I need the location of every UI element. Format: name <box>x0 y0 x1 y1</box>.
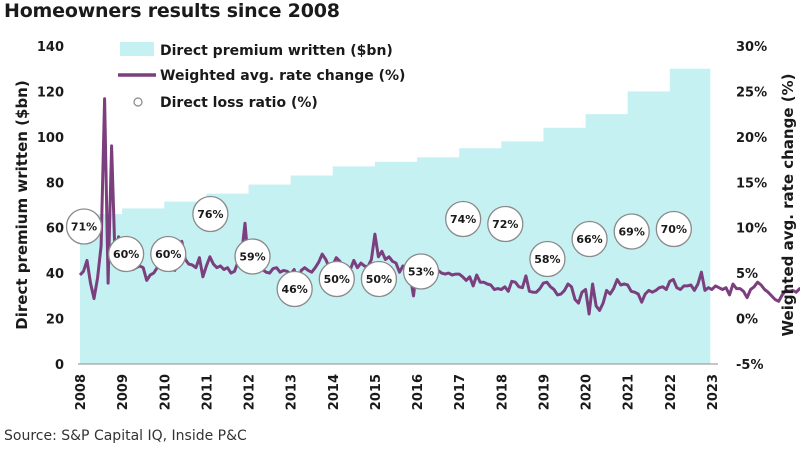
left-tick-label: 20 <box>46 313 64 328</box>
loss-ratio-circle <box>402 253 440 290</box>
loss-ratio-label: 69% <box>619 226 645 239</box>
loss-ratio-circle <box>192 195 229 233</box>
loss-ratio-bubble-2014: 50% <box>318 260 355 298</box>
legend-label-premium: Direct premium written ($bn) <box>160 43 393 59</box>
loss-ratio-label: 74% <box>450 213 476 226</box>
x-tick-label: 2022 <box>664 374 679 410</box>
source-note: Source: S&P Capital IQ, Inside P&C <box>4 428 247 444</box>
loss-ratio-bubbles-layer: 71% 60% 60% 76% 59% 46% 50% 50% 53% 74% 72% 58% 66% 6… <box>65 195 692 308</box>
x-tick-label: 2012 <box>243 374 258 410</box>
left-tick-label: 60 <box>46 222 64 237</box>
legend-swatch-area <box>120 42 154 56</box>
loss-ratio-bubble-2013: 46% <box>276 270 313 308</box>
right-tick-label: 15% <box>736 176 767 191</box>
loss-ratio-circle <box>613 213 650 250</box>
legend: Direct premium written ($bn) Weighted av… <box>118 42 405 111</box>
loss-ratio-circle <box>318 260 355 298</box>
loss-ratio-circle <box>65 208 103 245</box>
left-tick-label: 120 <box>37 85 64 100</box>
x-tick-label: 2010 <box>158 374 173 410</box>
loss-ratio-label: 46% <box>281 283 307 296</box>
loss-ratio-bubble-2017: 74% <box>445 200 482 238</box>
right-tick-label: -5% <box>736 358 763 373</box>
loss-ratio-label: 50% <box>324 273 350 286</box>
legend-swatch-circle <box>133 97 143 107</box>
loss-ratio-bubble-2015: 50% <box>360 260 398 298</box>
legend-label-rate-change: Weighted avg. rate change (%) <box>160 68 405 84</box>
loss-ratio-circle <box>655 210 692 248</box>
loss-ratio-label: 58% <box>534 253 560 266</box>
x-tick-label: 2011 <box>200 374 215 410</box>
right-tick-label: 0% <box>736 313 758 328</box>
loss-ratio-bubble-2012: 59% <box>234 238 271 275</box>
loss-ratio-bubble-2008: 71% <box>65 208 103 245</box>
loss-ratio-bubble-2022: 70% <box>655 210 692 248</box>
rate-change-line <box>78 97 800 316</box>
legend-label-loss-ratio: Direct loss ratio (%) <box>160 95 318 111</box>
left-y-axis-ticks: 0 20 40 60 80 100 120 140 <box>37 40 64 373</box>
right-axis-title: Weighted avg. rate change (%) <box>779 74 797 337</box>
premium-area-step-2009 <box>122 208 165 364</box>
loss-ratio-bubble-2019: 58% <box>529 240 566 278</box>
loss-ratio-label: 59% <box>239 251 265 264</box>
x-tick-label: 2020 <box>580 374 595 410</box>
right-tick-label: 5% <box>736 267 758 282</box>
x-tick-label: 2015 <box>369 374 384 410</box>
loss-ratio-bubble-2018: 72% <box>487 205 524 243</box>
x-tick-label: 2009 <box>116 374 131 410</box>
loss-ratio-bubble-2020: 66% <box>571 220 608 258</box>
left-tick-label: 80 <box>46 176 64 191</box>
loss-ratio-circle <box>234 238 271 275</box>
x-tick-label: 2023 <box>706 374 721 410</box>
x-tick-label: 2013 <box>285 374 300 410</box>
loss-ratio-label: 53% <box>408 266 434 279</box>
premium-area-layer <box>80 68 711 365</box>
left-tick-label: 40 <box>46 267 64 282</box>
loss-ratio-label: 50% <box>366 273 392 286</box>
loss-ratio-circle <box>487 205 524 243</box>
left-tick-label: 100 <box>37 131 64 146</box>
loss-ratio-circle <box>276 270 313 308</box>
x-tick-label: 2019 <box>537 374 552 410</box>
loss-ratio-label: 72% <box>492 218 518 231</box>
loss-ratio-label: 76% <box>197 208 223 221</box>
right-tick-label: 10% <box>736 222 767 237</box>
loss-ratio-label: 60% <box>155 248 181 261</box>
x-tick-label: 2014 <box>327 374 342 410</box>
loss-ratio-circle <box>571 220 608 258</box>
x-tick-label: 2018 <box>495 374 510 410</box>
loss-ratio-circle <box>360 260 398 298</box>
chart-title: Homeowners results since 2008 <box>4 0 340 22</box>
loss-ratio-circle <box>150 235 187 273</box>
loss-ratio-circle <box>529 240 566 278</box>
loss-ratio-circle <box>445 200 482 238</box>
right-y-axis-ticks: -5% 0% 5% 10% 15% 20% 25% 30% <box>736 40 767 373</box>
loss-ratio-bubble-2011: 76% <box>192 195 229 233</box>
right-tick-label: 25% <box>736 85 767 100</box>
left-tick-label: 140 <box>37 40 64 55</box>
loss-ratio-circle <box>107 235 145 273</box>
x-axis-ticks: 2008 2009 2010 2011 2012 2013 2014 2015 2016 2017… <box>74 374 721 410</box>
loss-ratio-bubble-2009: 60% <box>107 235 145 273</box>
loss-ratio-bubble-2016: 53% <box>402 253 440 290</box>
loss-ratio-bubble-2010: 60% <box>150 235 187 273</box>
x-tick-label: 2016 <box>411 374 426 410</box>
left-axis-title: Direct premium written ($bn) <box>13 80 31 329</box>
right-tick-label: 30% <box>736 40 767 55</box>
loss-ratio-label: 66% <box>576 233 602 246</box>
right-tick-label: 20% <box>736 131 767 146</box>
loss-ratio-label: 60% <box>113 248 139 261</box>
x-tick-label: 2017 <box>453 374 468 410</box>
x-tick-label: 2008 <box>74 374 89 410</box>
loss-ratio-bubble-2021: 69% <box>613 213 650 250</box>
loss-ratio-label: 70% <box>661 223 687 236</box>
rate-change-line-layer <box>78 97 800 316</box>
left-tick-label: 0 <box>55 358 64 373</box>
premium-area-step-2017 <box>459 148 502 364</box>
x-tick-label: 2021 <box>622 374 637 410</box>
loss-ratio-label: 71% <box>71 221 97 234</box>
